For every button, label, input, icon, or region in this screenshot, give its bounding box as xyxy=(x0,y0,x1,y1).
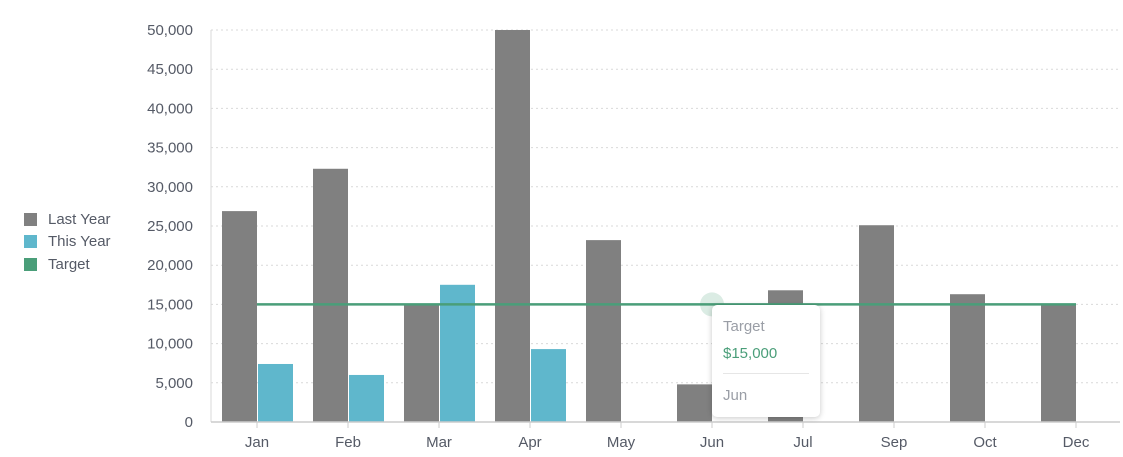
legend-label-this-year: This Year xyxy=(48,233,111,251)
y-tick-label: 0 xyxy=(185,414,193,431)
x-tick-label: Oct xyxy=(973,434,997,451)
x-tick-label: Dec xyxy=(1063,434,1090,451)
x-tick-label: Sep xyxy=(881,434,908,451)
bar-this-year-jan[interactable] xyxy=(258,363,293,422)
x-tick-label: Jun xyxy=(700,434,724,451)
legend-label-last-year: Last Year xyxy=(48,210,111,228)
bar-last-year-jun[interactable] xyxy=(677,384,712,422)
bar-last-year-oct[interactable] xyxy=(950,294,985,422)
legend-swatch-this-year xyxy=(24,235,37,249)
x-tick-label: Jul xyxy=(793,434,812,451)
bar-this-year-mar[interactable] xyxy=(440,284,475,422)
tooltip-series-name: Target xyxy=(723,318,765,335)
y-tick-label: 5,000 xyxy=(155,375,193,392)
legend-label-target: Target xyxy=(48,255,90,273)
bar-last-year-apr[interactable] xyxy=(495,30,530,422)
y-tick-label: 50,000 xyxy=(147,22,193,39)
x-tick-label: May xyxy=(607,434,636,451)
chart-tooltip: Target $15,000 Jun xyxy=(712,305,820,417)
chart-legend: Last Year This Year Target xyxy=(24,208,111,276)
y-tick-label: 30,000 xyxy=(147,179,193,196)
bar-this-year-feb[interactable] xyxy=(349,374,384,422)
y-tick-label: 45,000 xyxy=(147,61,193,78)
bar-last-year-sep[interactable] xyxy=(859,225,894,422)
tooltip-category: Jun xyxy=(723,387,748,404)
y-tick-label: 40,000 xyxy=(147,100,193,117)
legend-item-last-year[interactable]: Last Year xyxy=(24,208,111,231)
x-tick-label: Feb xyxy=(335,434,361,451)
legend-swatch-last-year xyxy=(24,212,37,226)
bar-last-year-dec[interactable] xyxy=(1041,304,1076,422)
legend-item-target[interactable]: Target xyxy=(24,253,111,276)
x-tick-label: Jan xyxy=(245,434,269,451)
bar-last-year-feb[interactable] xyxy=(313,168,348,422)
bar-last-year-mar[interactable] xyxy=(404,303,439,422)
y-tick-label: 25,000 xyxy=(147,218,193,235)
y-tick-label: 20,000 xyxy=(147,257,193,274)
y-tick-label: 35,000 xyxy=(147,140,193,157)
y-tick-label: 10,000 xyxy=(147,336,193,353)
tooltip-divider xyxy=(723,373,809,374)
legend-swatch-target xyxy=(24,257,37,271)
tooltip-value: $15,000 xyxy=(723,345,778,362)
legend-item-this-year[interactable]: This Year xyxy=(24,231,111,254)
bar-last-year-may[interactable] xyxy=(586,240,621,422)
bar-this-year-apr[interactable] xyxy=(531,349,566,422)
bar-last-year-jan[interactable] xyxy=(222,211,257,422)
x-tick-label: Apr xyxy=(518,434,541,451)
y-tick-label: 15,000 xyxy=(147,296,193,313)
x-tick-label: Mar xyxy=(426,434,452,451)
